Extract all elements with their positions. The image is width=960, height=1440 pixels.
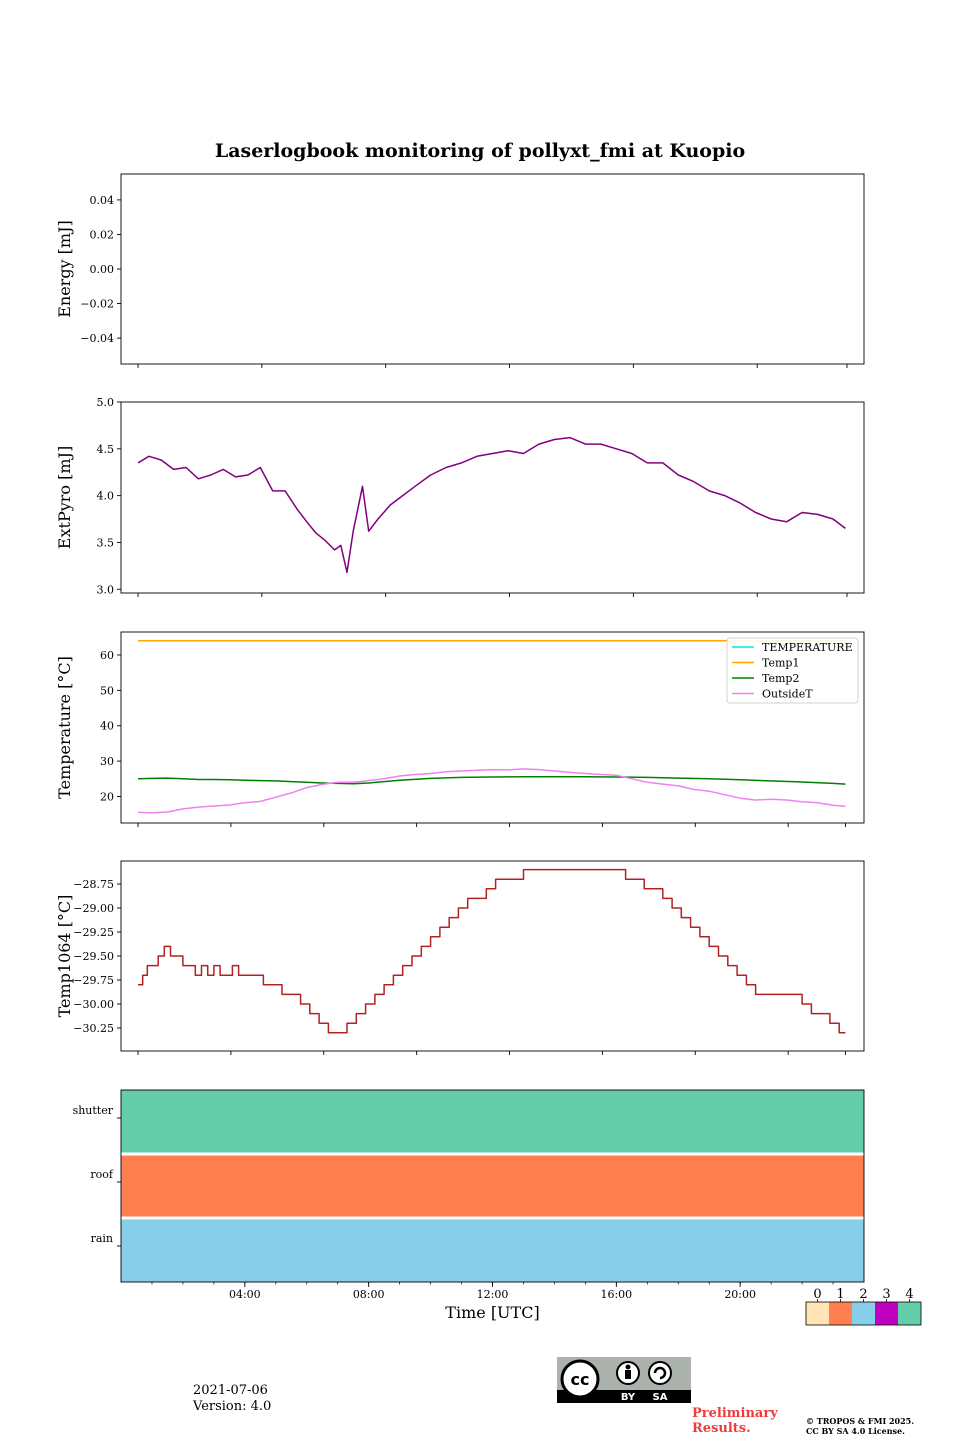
cc-by-sa-badge: cc BY SA xyxy=(557,1357,691,1403)
y-tick-label-temp1064: −29.00 xyxy=(73,902,114,915)
colorbar-swatch-3 xyxy=(875,1302,898,1325)
status-row-shutter xyxy=(121,1090,864,1154)
legend-label-temp1: Temp1 xyxy=(762,657,799,670)
y-tick-label-extpyro: 4.0 xyxy=(97,490,115,503)
figure-title: Laserlogbook monitoring of pollyxt_fmi a… xyxy=(214,140,746,162)
status-row-rain xyxy=(121,1218,864,1282)
footer-date: 2021-07-06 xyxy=(193,1383,268,1398)
copyright-note: © TROPOS & FMI 2025. CC BY SA 4.0 Licens… xyxy=(806,1416,914,1436)
y-tick-label-temp1064: −30.25 xyxy=(73,1022,114,1035)
y-tick-label-temp1064: −29.50 xyxy=(73,950,114,963)
colorbar-label-3: 3 xyxy=(882,1287,890,1302)
status-row-label-shutter: shutter xyxy=(73,1104,114,1117)
series-line-temperature-outsidet xyxy=(137,768,846,814)
footer-version: Version: 4.0 xyxy=(193,1399,272,1414)
y-tick-label-temperature: 40 xyxy=(100,720,114,733)
y-tick-label-temp1064: −30.00 xyxy=(73,998,114,1011)
colorbar-swatch-0 xyxy=(806,1302,829,1325)
status-row-label-roof: roof xyxy=(90,1168,114,1181)
legend-box xyxy=(726,637,859,704)
preliminary-line2: Results. xyxy=(692,1421,751,1436)
y-tick-label-temp1064: −29.75 xyxy=(73,974,114,987)
x-tick-label: 04:00 xyxy=(229,1288,261,1301)
colorbar-label-4: 4 xyxy=(905,1287,913,1302)
y-tick-label-temperature: 50 xyxy=(100,684,114,697)
plot-frame-extpyro xyxy=(120,401,865,594)
preliminary-line1: Preliminary xyxy=(692,1406,778,1421)
y-tick-label-temperature: 60 xyxy=(100,649,114,662)
y-tick-label-energy: −0.02 xyxy=(80,298,114,311)
y-tick-label-extpyro: 5.0 xyxy=(97,396,115,409)
colorbar-frame xyxy=(805,1301,922,1326)
x-tick-label: 12:00 xyxy=(477,1288,509,1301)
legend-label-temp2: Temp2 xyxy=(762,672,799,685)
x-axis-label: Time [UTC] xyxy=(445,1303,539,1322)
y-axis-label-temperature: Temperature [°C] xyxy=(55,656,74,799)
status-row-label-rain: rain xyxy=(91,1232,113,1245)
badge-sa: SA xyxy=(653,1392,668,1403)
colorbar-swatch-4 xyxy=(898,1302,921,1325)
y-tick-label-temperature: 20 xyxy=(100,790,114,803)
colorbar-label-0: 0 xyxy=(813,1287,821,1302)
colorbar-label-1: 1 xyxy=(836,1287,844,1302)
svg-text:cc: cc xyxy=(571,1370,590,1389)
status-row-roof xyxy=(121,1154,864,1218)
copyright-line1: © TROPOS & FMI 2025. xyxy=(806,1416,915,1426)
y-tick-label-temp1064: −29.25 xyxy=(73,926,114,939)
y-tick-label-extpyro: 4.5 xyxy=(97,443,115,456)
series-line-extpyro-extpyro xyxy=(137,436,846,574)
copyright-line2: CC BY SA 4.0 License. xyxy=(806,1426,905,1436)
y-axis-label-extpyro: ExtPyro [mJ] xyxy=(55,446,74,549)
y-tick-label-extpyro: 3.0 xyxy=(97,583,115,596)
y-tick-label-energy: −0.04 xyxy=(80,332,114,345)
plot-frame-temperature xyxy=(120,631,865,824)
legend-label-temperature: TEMPERATURE xyxy=(762,641,853,654)
series-line-temperature-temp2 xyxy=(137,775,846,785)
y-tick-label-energy: 0.02 xyxy=(90,228,115,241)
x-tick-label: 16:00 xyxy=(600,1288,632,1301)
plot-frame-energy xyxy=(120,173,865,365)
y-tick-label-energy: 0.04 xyxy=(90,194,115,207)
y-tick-label-temp1064: −28.75 xyxy=(73,878,114,891)
colorbar-label-2: 2 xyxy=(859,1287,867,1302)
y-tick-label-energy: 0.00 xyxy=(90,263,115,276)
colorbar-swatch-2 xyxy=(852,1302,875,1325)
y-tick-label-temperature: 30 xyxy=(100,755,114,768)
x-tick-label: 08:00 xyxy=(353,1288,385,1301)
x-tick-label: 20:00 xyxy=(724,1288,756,1301)
footer-meta: 2021-07-06 Version: 4.0 xyxy=(193,1383,271,1415)
colorbar-swatch-1 xyxy=(829,1302,852,1325)
series-line-temp1064-temp1064 xyxy=(138,868,846,1034)
y-tick-label-extpyro: 3.5 xyxy=(97,536,115,549)
y-axis-label-energy: Energy [mJ] xyxy=(55,220,74,318)
legend-label-outsidet: OutsideT xyxy=(762,688,813,701)
y-axis-label-temp1064: Temp1064 [°C] xyxy=(55,895,74,1018)
preliminary-note: Preliminary Results. xyxy=(692,1406,778,1436)
badge-by: BY xyxy=(621,1392,636,1403)
